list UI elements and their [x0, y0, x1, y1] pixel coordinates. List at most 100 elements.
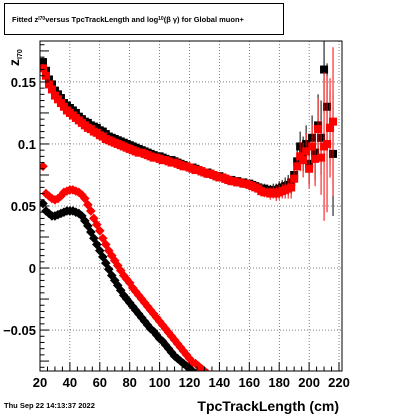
data-point-diamond	[77, 190, 87, 200]
data-point-square	[47, 85, 56, 94]
data-point-square	[320, 65, 329, 74]
data-point-diamond	[112, 260, 123, 271]
series-3	[40, 198, 198, 371]
data-point-square	[305, 164, 314, 173]
data-point-diamond	[74, 208, 84, 219]
x-tick-label: 200	[298, 375, 320, 390]
data-point-diamond	[118, 270, 129, 281]
data-point-diamond	[157, 336, 168, 347]
x-axis-ticks	[39, 362, 340, 371]
data-point-diamond	[127, 283, 138, 293]
x-tick-label: 20	[33, 375, 47, 390]
chart-title: Fitted z I70 versus TpcTrackLength and lo…	[4, 3, 284, 35]
data-point-diamond	[175, 356, 186, 366]
data-point-diamond	[151, 330, 162, 340]
data-point-diamond	[124, 297, 135, 308]
data-point-diamond	[181, 361, 192, 371]
title-part-1: Fitted z	[12, 14, 39, 24]
data-point-diamond	[83, 221, 93, 231]
title-subscript-1: I70	[38, 16, 46, 22]
data-point-diamond	[53, 193, 63, 204]
data-point-square	[287, 183, 296, 192]
data-point-diamond	[80, 216, 90, 226]
data-point-diamond	[160, 324, 171, 334]
y-tick-label: 0	[29, 261, 36, 276]
title-part-2: versus TpcTrackLength and log	[45, 14, 159, 24]
y-tick-label: 0.15	[11, 75, 36, 90]
data-point-diamond	[74, 187, 84, 198]
data-point-square	[293, 162, 302, 171]
data-point-diamond	[136, 312, 147, 323]
data-point-diamond	[56, 191, 66, 201]
data-point-diamond	[175, 342, 186, 353]
data-point-diamond	[100, 258, 111, 268]
data-point-diamond	[169, 351, 180, 361]
data-point-diamond	[41, 188, 51, 199]
data-point-diamond	[163, 343, 174, 354]
data-point-square	[314, 125, 323, 134]
y-tick-label: 0.05	[11, 199, 36, 214]
data-point-diamond	[205, 368, 210, 371]
data-point-square	[308, 142, 317, 151]
data-point-square	[290, 174, 299, 183]
data-point-diamond	[86, 206, 96, 216]
timestamp: Thu Sep 22 14:13:37 2022	[4, 401, 95, 410]
data-point-diamond	[44, 208, 54, 219]
data-point-diamond	[148, 326, 159, 337]
data-point-square	[326, 123, 335, 132]
data-point-diamond	[118, 290, 129, 301]
y-tick-label: −0.05	[3, 323, 36, 338]
data-point-diamond	[86, 227, 96, 237]
data-point-diamond	[181, 350, 192, 360]
y-axis-ticks	[40, 44, 49, 368]
x-tick-label: 80	[122, 375, 136, 390]
data-point-diamond	[154, 316, 165, 327]
data-point-square	[41, 71, 50, 80]
data-point-square	[317, 153, 326, 162]
data-point-diamond	[160, 340, 171, 350]
data-point-square	[302, 147, 311, 156]
data-point-diamond	[142, 301, 153, 312]
data-point-square	[329, 117, 338, 126]
grid-lines	[40, 41, 342, 371]
x-tick-label: 100	[149, 375, 171, 390]
data-point-diamond	[127, 301, 138, 312]
data-point-square	[311, 154, 320, 163]
data-point-diamond	[136, 294, 147, 304]
x-tick-label: 120	[179, 375, 201, 390]
data-point-diamond	[121, 274, 132, 284]
data-point-diamond	[169, 335, 180, 345]
data-point-diamond	[109, 255, 120, 266]
data-point-diamond	[77, 211, 87, 221]
x-tick-label: 60	[93, 375, 107, 390]
data-point-diamond	[172, 338, 183, 349]
series-2	[40, 161, 210, 371]
data-point-diamond	[166, 331, 177, 342]
data-point-diamond	[184, 353, 195, 364]
data-point-diamond	[121, 294, 132, 304]
data-point-diamond	[97, 252, 108, 262]
x-tick-label: 160	[238, 375, 260, 390]
data-point-square	[40, 64, 47, 73]
data-point-diamond	[139, 297, 150, 308]
series-1	[40, 47, 338, 221]
data-point-square	[299, 156, 308, 165]
title-subscript-2: 10	[158, 16, 164, 22]
title-part-3: (β γ) for Global muon+	[163, 14, 244, 24]
data-point-square	[40, 58, 47, 67]
data-point-diamond	[148, 309, 159, 319]
series-group	[40, 41, 338, 371]
data-point-diamond	[133, 309, 144, 319]
x-tick-label: 180	[268, 375, 290, 390]
y-tick-label: 0.1	[18, 137, 36, 152]
data-point-diamond	[106, 250, 117, 261]
data-point-diamond	[154, 333, 165, 344]
x-tick-label: 220	[328, 375, 350, 390]
data-point-square	[44, 80, 53, 89]
data-point-diamond	[92, 219, 102, 230]
data-point-diamond	[133, 290, 144, 301]
data-point-diamond	[95, 226, 105, 236]
data-point-square	[323, 139, 332, 148]
x-axis-label: TpcTrackLength (cm)	[197, 398, 339, 414]
